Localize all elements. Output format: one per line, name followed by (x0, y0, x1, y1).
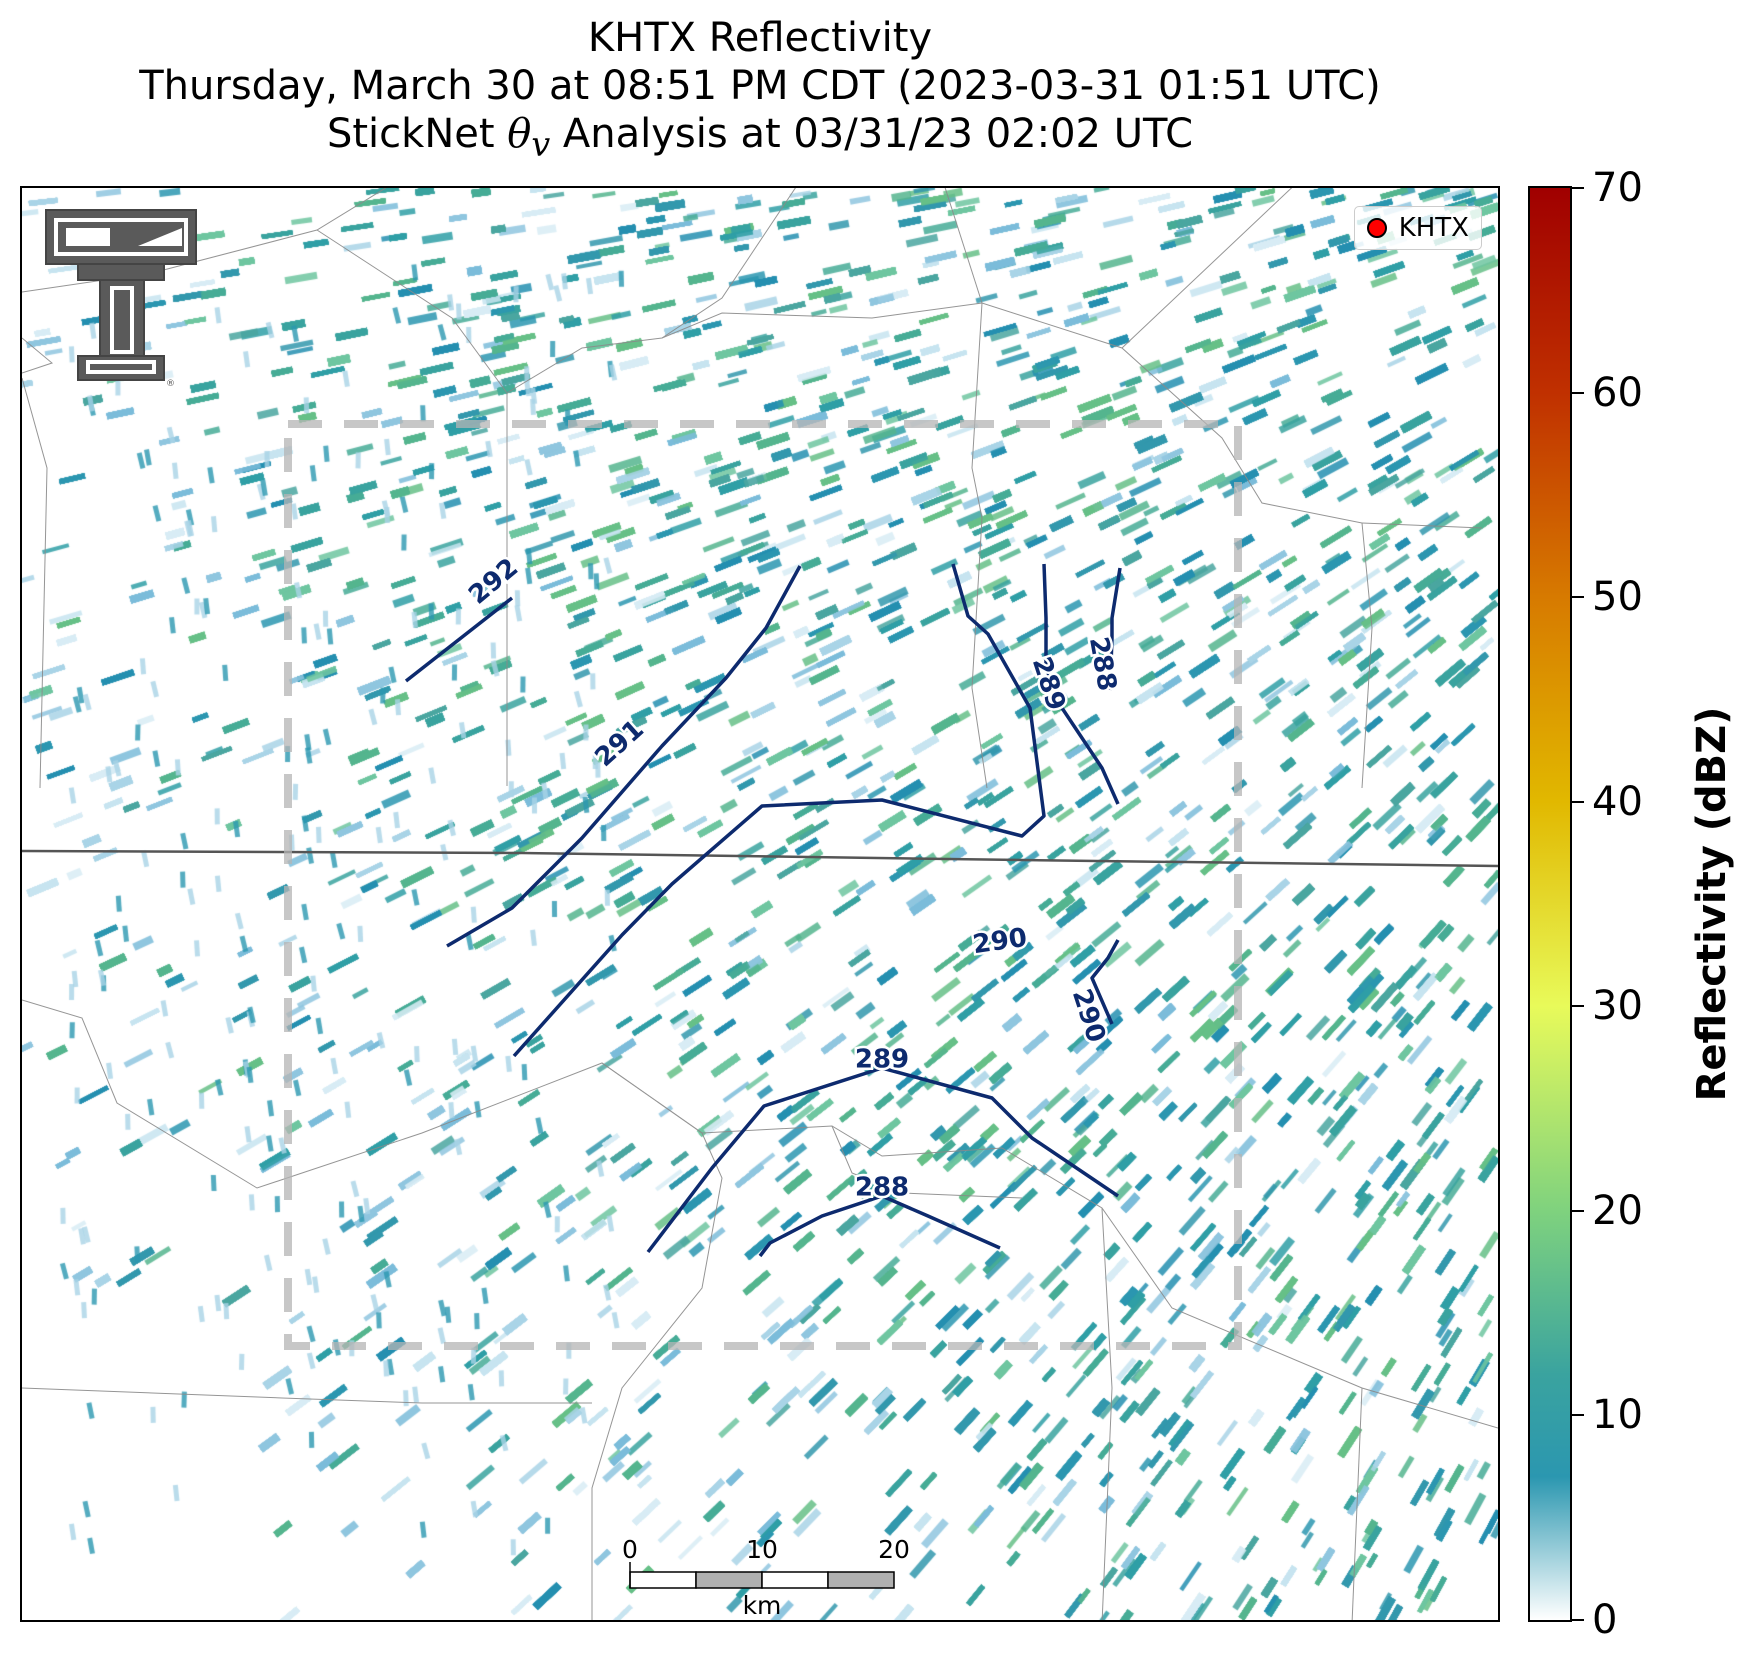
colorbar-tick (1572, 1619, 1584, 1621)
contour-line-291 (446, 565, 802, 948)
contour-label-290: 290 (1066, 985, 1111, 1046)
title-time: Thursday, March 30 at 08:51 PM CDT (2023… (139, 63, 1381, 109)
contour-label-290: 290 (971, 923, 1029, 960)
colorbar-tick-label: 70 (1592, 165, 1643, 211)
colorbar-tick-label: 50 (1592, 574, 1643, 621)
contour-line-290 (1090, 939, 1120, 1025)
contour-label-288: 288 (855, 1173, 909, 1203)
colorbar-tick (1572, 1005, 1584, 1008)
svg-text:®: ® (166, 379, 175, 388)
map-legend: KHTX (1353, 206, 1482, 250)
colorbar-tick (1572, 187, 1584, 189)
colorbar-tick-label: 20 (1592, 1187, 1643, 1234)
contour-line-290 (512, 563, 1046, 1058)
colorbar-tick-label: 0 (1592, 1597, 1618, 1643)
colorbar-tick (1572, 1209, 1584, 1212)
contour-label-291: 291 (589, 714, 649, 773)
scale-bar: 0 10 20 km (622, 1535, 910, 1620)
analysis-domain-box (284, 420, 1242, 1350)
colorbar-tick-label: 40 (1592, 778, 1643, 825)
colorbar-tick (1572, 1414, 1584, 1417)
county-boundaries (22, 188, 1498, 1620)
contour-line-288 (1108, 567, 1122, 691)
contour-label-288: 288 (1083, 635, 1122, 694)
plot-title: KHTX Reflectivity Thursday, March 30 at … (0, 14, 1520, 169)
colorbar-title: Reflectivity (dBZ) (1689, 706, 1735, 1102)
colorbar-tick-label: 60 (1592, 369, 1643, 416)
contour-line-292 (404, 596, 514, 683)
texas-tech-double-t-logo: ® (42, 206, 202, 392)
colorbar-tick-label: 10 (1592, 1392, 1643, 1439)
map-overlay: 292 291 290 290 289 289 288 288 0 10 20 km (22, 188, 1498, 1620)
scale-tick-0: 0 (622, 1535, 638, 1564)
theta-v-contour-labels: 292 291 290 290 289 289 288 288 (461, 550, 1125, 1205)
scale-tick-10: 10 (746, 1535, 778, 1564)
state-boundary (22, 849, 1498, 868)
contour-label-289: 289 (1026, 653, 1071, 714)
scale-unit: km (743, 1591, 782, 1620)
colorbar-tick (1572, 596, 1584, 599)
colorbar-tick (1572, 800, 1584, 803)
scale-tick-20: 20 (878, 1535, 910, 1564)
colorbar-tick-label: 30 (1592, 983, 1643, 1030)
legend-label: KHTX (1398, 213, 1469, 243)
colorbar-tick (1572, 391, 1584, 394)
theta-v-contours (404, 563, 1122, 1258)
contour-label-289: 289 (855, 1045, 909, 1075)
map-panel[interactable]: 292 291 290 290 289 289 288 288 0 10 20 km (20, 186, 1500, 1622)
title-radar: KHTX Reflectivity (587, 15, 933, 61)
contour-line-288 (758, 1194, 1001, 1258)
colorbar (1528, 186, 1572, 1622)
title-analysis: StickNet θv Analysis at 03/31/23 02:02 U… (326, 111, 1193, 164)
contour-line-289 (1042, 563, 1120, 805)
contour-label-292: 292 (463, 553, 524, 611)
contour-line-289 (646, 1066, 1119, 1254)
radar-site-marker-icon (1366, 218, 1387, 238)
